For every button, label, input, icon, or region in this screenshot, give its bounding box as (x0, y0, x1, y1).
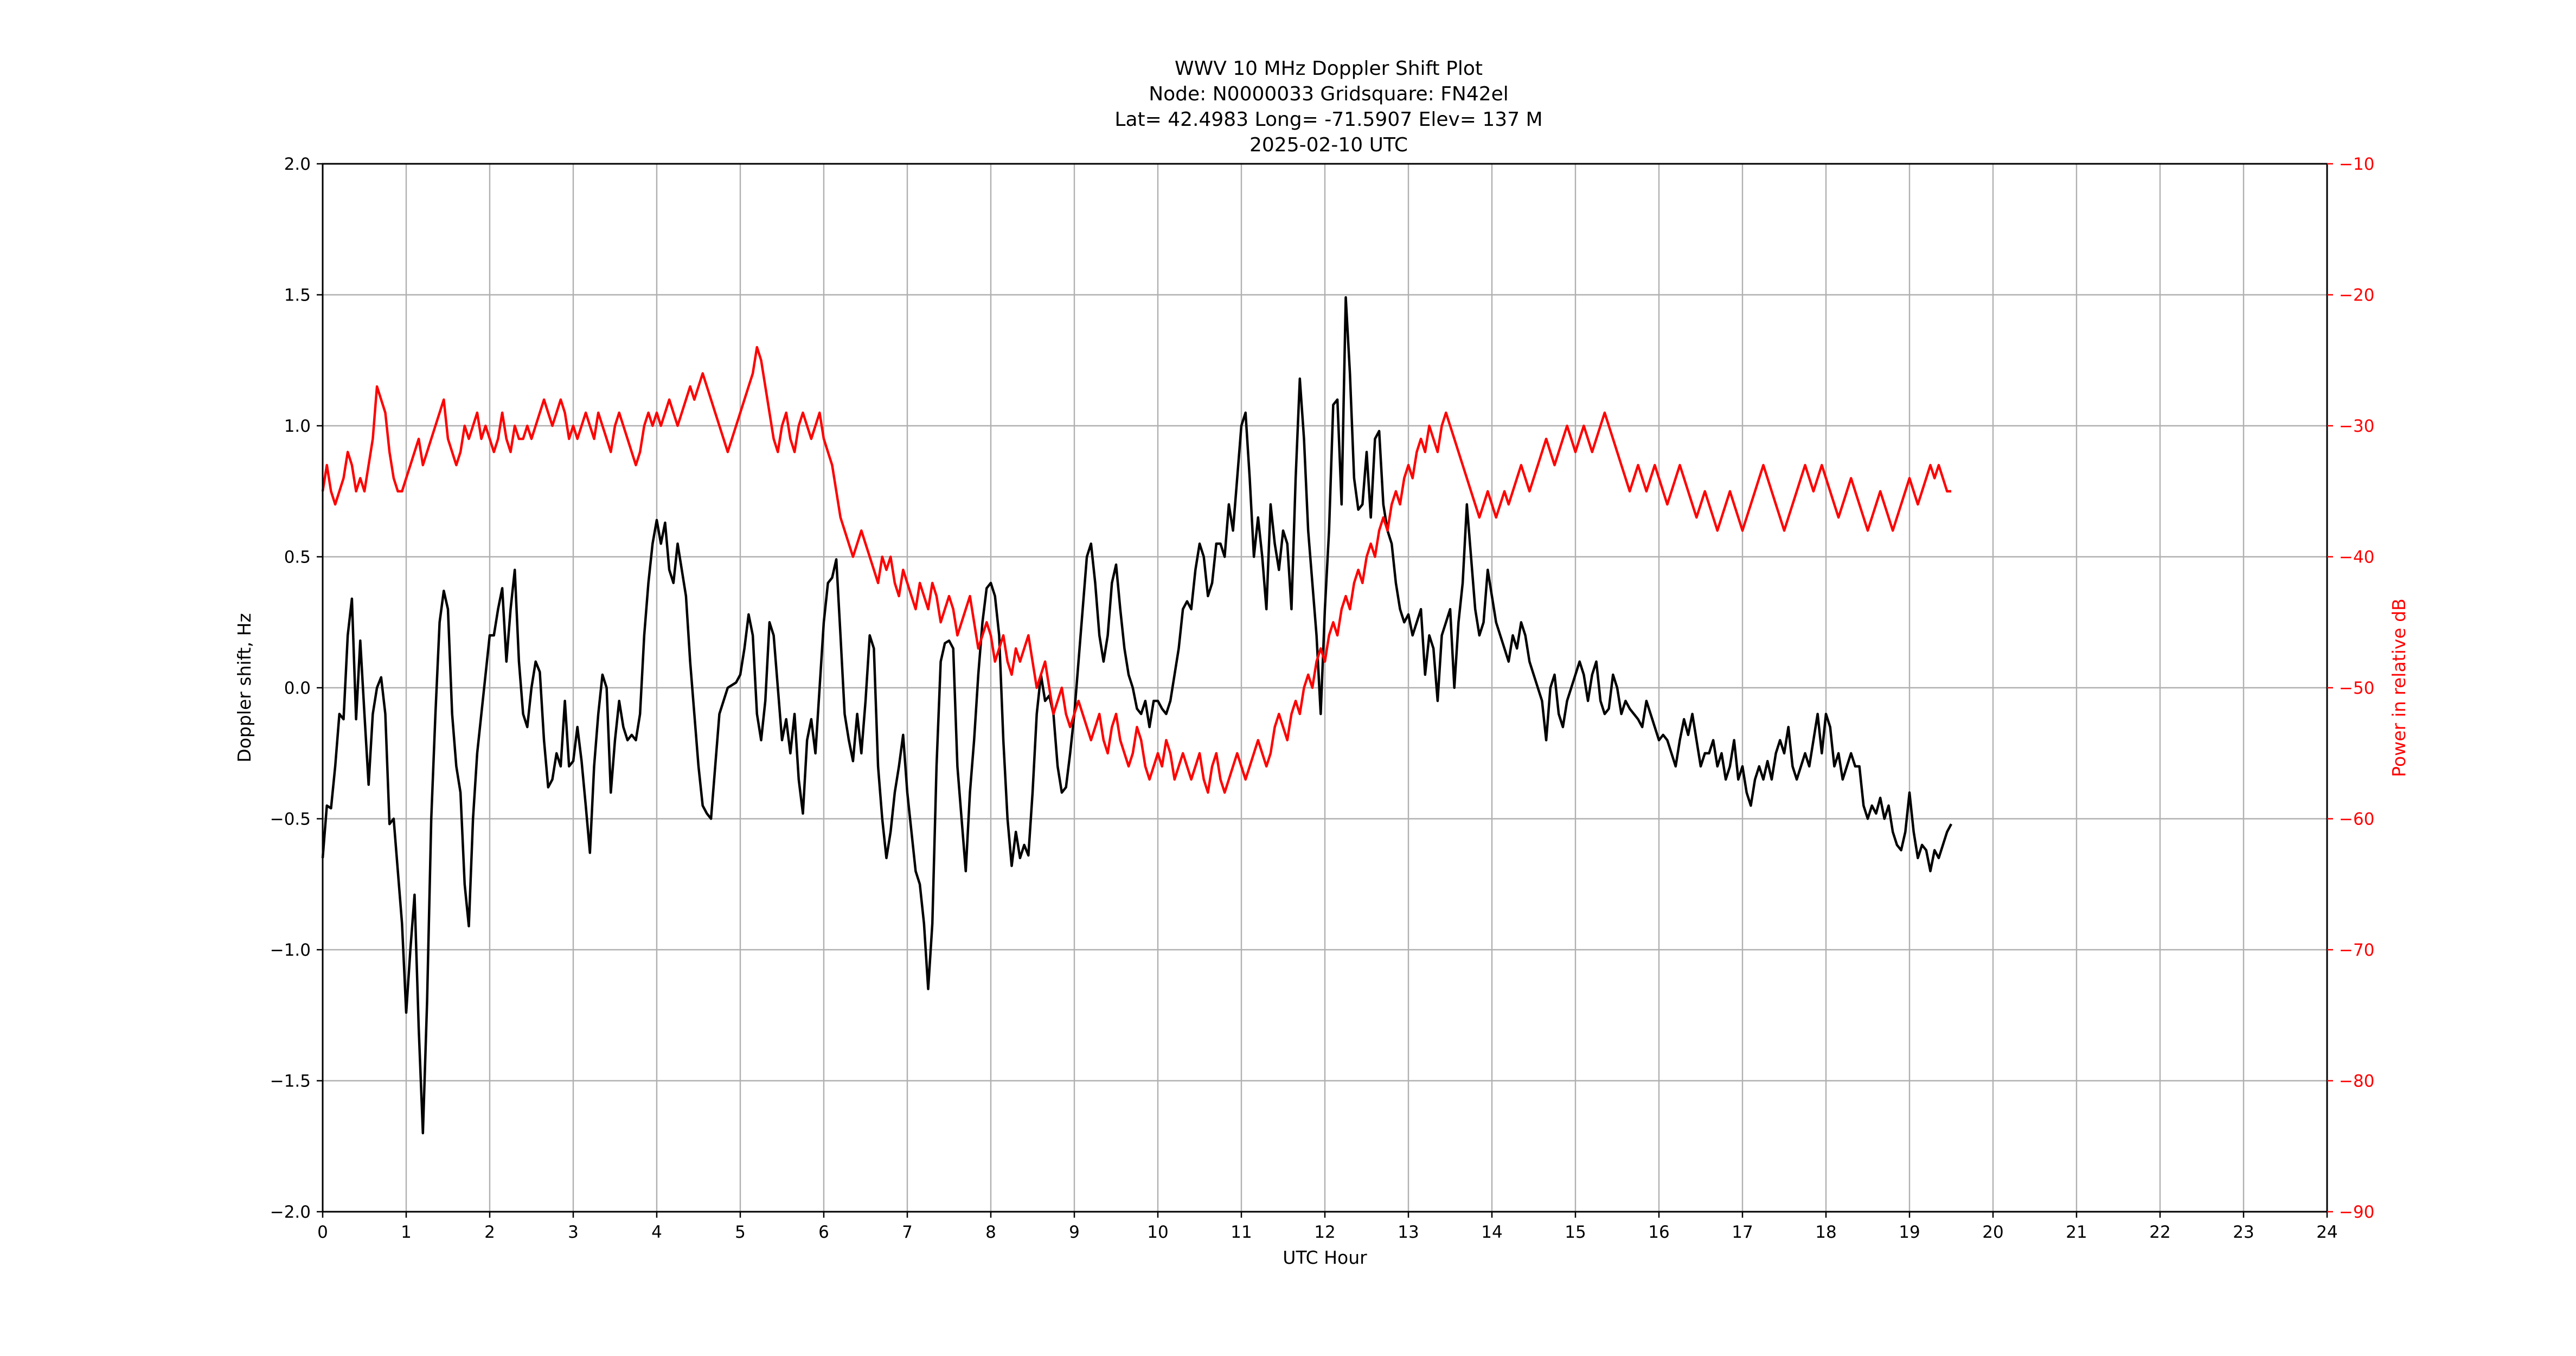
x-axis-label: UTC Hour (1283, 1247, 1367, 1268)
x-tick-label: 20 (1982, 1223, 2003, 1242)
x-tick-label: 0 (317, 1223, 328, 1242)
title-line-2: Node: N0000033 Gridsquare: FN42el (1149, 83, 1509, 105)
x-tick-label: 11 (1231, 1223, 1252, 1242)
x-tick-label: 1 (401, 1223, 412, 1242)
series-lines (321, 296, 1952, 1135)
y-left-tick-label: 1.0 (284, 417, 311, 436)
chart-title: WWV 10 MHz Doppler Shift Plot Node: N000… (1114, 57, 1542, 156)
x-tick-label: 16 (1648, 1223, 1669, 1242)
y-left-tick-label: 0.5 (284, 548, 311, 567)
y-right-tick-label: −30 (2339, 417, 2374, 436)
x-tick-label: 18 (1815, 1223, 1836, 1242)
y-axis-right-label: Power in relative dB (2388, 598, 2410, 777)
y-right-tick-label: −80 (2339, 1072, 2374, 1091)
x-tick-label: 15 (1565, 1223, 1586, 1242)
x-tick-label: 6 (818, 1223, 829, 1242)
axis-ticks: 0 1 2 3 4 5 6 7 8 9 10 11 12 13 14 15 16 17 18 19 20 21 22 23 24… (270, 155, 2375, 1242)
title-line-4: 2025-02-10 UTC (1249, 134, 1408, 156)
x-tick-label: 4 (651, 1223, 662, 1242)
y-right-tick-label: −90 (2339, 1203, 2374, 1222)
x-tick-label: 12 (1314, 1223, 1335, 1242)
x-tick-label: 9 (1069, 1223, 1080, 1242)
y-right-tick-label: −60 (2339, 810, 2374, 829)
title-line-1: WWV 10 MHz Doppler Shift Plot (1175, 57, 1483, 80)
y-left-tick-label: −1.0 (270, 941, 311, 960)
x-tick-label: 10 (1147, 1223, 1168, 1242)
x-tick-label: 17 (1732, 1223, 1753, 1242)
x-tick-label: 8 (985, 1223, 996, 1242)
x-tick-label: 13 (1398, 1223, 1419, 1242)
x-tick-label: 5 (735, 1223, 746, 1242)
x-tick-label: 24 (2316, 1223, 2337, 1242)
y-left-tick-label: 1.5 (284, 286, 311, 305)
y-right-tick-label: −50 (2339, 679, 2374, 698)
x-tick-label: 3 (568, 1223, 579, 1242)
power-series-line (321, 346, 1951, 794)
x-tick-label: 21 (2066, 1223, 2087, 1242)
x-tick-label: 22 (2149, 1223, 2170, 1242)
y-left-tick-label: −2.0 (270, 1203, 311, 1222)
y-left-tick-label: −1.5 (270, 1072, 311, 1091)
y-right-tick-label: −10 (2339, 155, 2374, 174)
x-tick-label: 2 (484, 1223, 495, 1242)
x-tick-label: 14 (1481, 1223, 1502, 1242)
x-tick-label: 23 (2233, 1223, 2254, 1242)
y-left-tick-label: 2.0 (284, 155, 311, 174)
y-right-tick-label: −40 (2339, 548, 2374, 567)
x-tick-label: 7 (902, 1223, 913, 1242)
y-left-tick-label: −0.5 (270, 810, 311, 829)
y-left-tick-label: 0.0 (284, 679, 311, 698)
x-tick-label: 19 (1899, 1223, 1920, 1242)
y-right-tick-label: −20 (2339, 286, 2374, 305)
doppler-series-line (321, 296, 1952, 1135)
y-right-tick-label: −70 (2339, 941, 2374, 960)
title-line-3: Lat= 42.4983 Long= -71.5907 Elev= 137 M (1114, 108, 1542, 131)
y-axis-left-label: Doppler shift, Hz (234, 613, 255, 762)
